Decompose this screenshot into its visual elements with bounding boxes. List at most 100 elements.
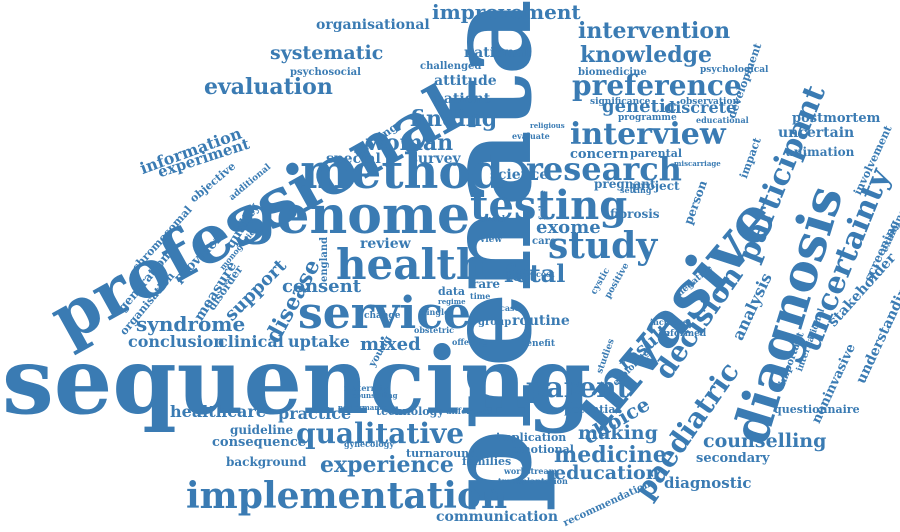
cloud-word: communication	[436, 509, 559, 525]
cloud-word: test	[506, 269, 536, 285]
cloud-word: counselling	[352, 391, 398, 400]
cloud-word: observation	[680, 97, 740, 107]
cloud-word: data	[438, 285, 466, 298]
cloud-word: special	[326, 151, 381, 167]
cloud-word: evaluate	[512, 131, 550, 141]
cloud-word: offering	[452, 337, 488, 347]
cloud-word: obstetric	[414, 325, 455, 335]
cloud-word: fibrosis	[610, 207, 660, 221]
cloud-word: performance	[338, 403, 389, 412]
cloud-word: genome	[240, 185, 471, 246]
cloud-word: mixed	[360, 334, 421, 355]
cloud-word: preference	[572, 69, 742, 102]
cloud-word: time	[470, 291, 491, 301]
cloud-word: improvement	[432, 0, 581, 24]
cloud-word: syndrome	[136, 312, 246, 336]
cloud-word: project	[632, 179, 680, 193]
cloud-word: uncertain	[778, 125, 855, 141]
cloud-word: healthcare	[170, 402, 266, 421]
cloud-word: view	[480, 235, 503, 245]
cloud-word: miscarriage	[674, 159, 721, 168]
cloud-word: making	[578, 422, 658, 444]
cloud-word: concern	[570, 147, 629, 162]
cloud-word: health	[336, 240, 487, 289]
cloud-word: exome	[536, 217, 601, 238]
cloud-word: potential	[564, 403, 620, 416]
cloud-word: care	[532, 236, 557, 247]
cloud-word: evaluation	[204, 74, 333, 100]
cloud-word: case	[500, 303, 520, 313]
cloud-word: england	[319, 236, 330, 282]
cloud-word: failure	[537, 190, 547, 220]
cloud-word: science	[490, 167, 549, 183]
cloud-word: challenged	[420, 61, 482, 72]
cloud-word: educational	[696, 115, 749, 125]
cloud-word: consent	[282, 276, 362, 297]
cloud-word: cost	[536, 269, 555, 279]
cloud-word: survey	[410, 151, 461, 167]
cloud-word: qualitative	[296, 417, 465, 450]
cloud-word: rare	[472, 277, 501, 291]
cloud-word: experience	[320, 452, 454, 478]
cloud-word: background	[226, 455, 307, 469]
cloud-word: implication	[496, 431, 567, 444]
cloud-word: testing	[470, 182, 628, 229]
cloud-word: systematic	[270, 42, 384, 64]
cloud-word: emotional	[512, 443, 574, 456]
cloud-word: uptake	[288, 332, 350, 351]
cloud-word: transplantation	[498, 476, 568, 486]
cloud-word: patient	[434, 91, 491, 107]
cloud-word: knowledge	[580, 42, 712, 68]
cloud-word: discrete	[664, 98, 737, 117]
cloud-word: parental	[630, 147, 682, 160]
cloud-word: positive	[603, 261, 632, 301]
cloud-word: research	[526, 150, 682, 188]
cloud-word: technology	[376, 405, 444, 418]
cloud-word: maternity	[344, 383, 388, 393]
cloud-word: benefit	[520, 339, 555, 349]
cloud-word: pregnant	[594, 177, 656, 191]
cloud-word: impact	[737, 135, 764, 181]
cloud-word: clinical	[218, 332, 284, 351]
cloud-word: increase	[650, 317, 688, 327]
cloud-word: consequence	[212, 435, 307, 450]
cloud-word: diagnostic	[664, 474, 752, 492]
cloud-word: change	[364, 311, 401, 321]
cloud-word: workstream	[504, 466, 558, 476]
cloud-word: interview	[570, 117, 726, 152]
cloud-word: gynecology	[344, 439, 394, 449]
cloud-word: setting	[620, 185, 652, 195]
cloud-word: programme	[618, 113, 677, 123]
cloud-word: sequencing	[2, 327, 592, 435]
cloud-word: intervention	[578, 18, 731, 44]
cloud-word: guideline	[230, 423, 294, 437]
cloud-word: service	[298, 288, 472, 339]
cloud-word: regime	[438, 297, 466, 306]
cloud-word: routine	[512, 313, 570, 329]
cloud-word: psychological	[700, 65, 769, 75]
cloud-word: national	[464, 45, 529, 61]
cloud-word: parent	[526, 371, 630, 404]
cloud-word: families	[462, 455, 512, 468]
cloud-word: medicine	[554, 442, 667, 468]
cloud-word: practice	[278, 404, 352, 423]
cloud-word: difference	[446, 406, 492, 416]
cloud-word: genetic	[602, 96, 677, 117]
cloud-word: religious	[530, 121, 565, 130]
cloud-word: woman	[366, 130, 454, 156]
cloud-word: informed	[660, 329, 707, 339]
cloud-word: education	[554, 462, 660, 484]
cloud-word: finding	[410, 106, 498, 132]
cloud-word: method	[300, 144, 504, 200]
cloud-word: implementation	[186, 475, 508, 517]
cloud-word: secondary	[696, 451, 770, 466]
cloud-word: single	[422, 307, 450, 317]
cloud-word: group	[478, 317, 512, 328]
cloud-word: study	[548, 225, 658, 267]
cloud-word: animation	[786, 145, 855, 159]
cloud-word: child	[480, 215, 506, 225]
cloud-word: postmortem	[792, 111, 881, 126]
cloud-word: biomedicine	[578, 67, 647, 78]
cloud-word: psychosocial	[290, 67, 361, 78]
